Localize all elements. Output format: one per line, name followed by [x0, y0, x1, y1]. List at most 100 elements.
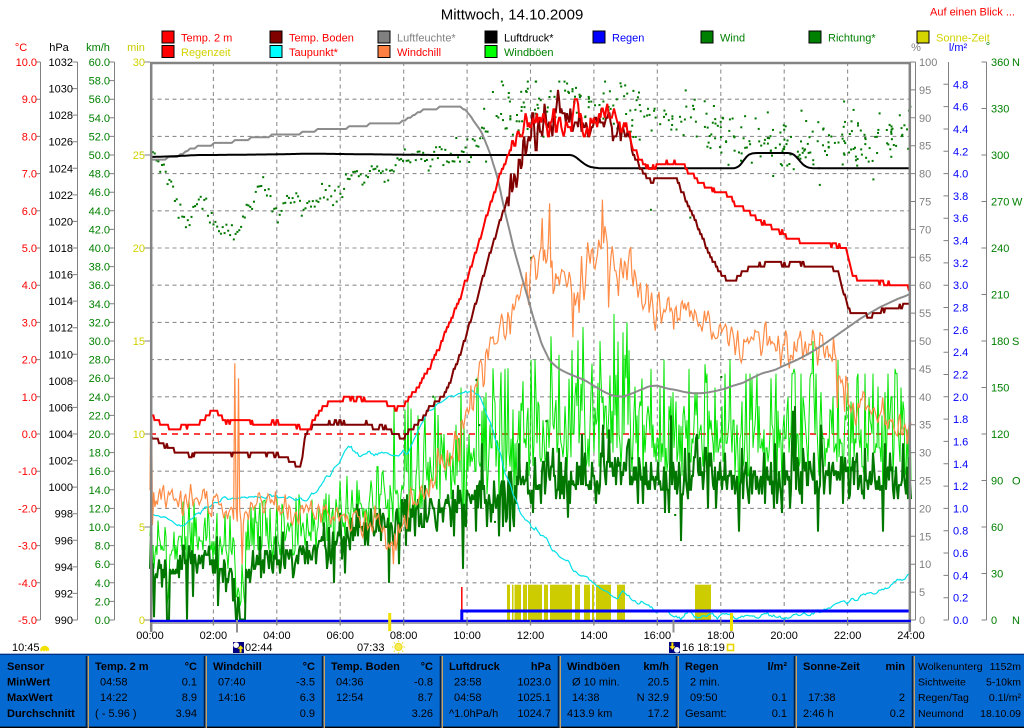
svg-text:07:40: 07:40: [218, 677, 246, 689]
svg-text:6.0: 6.0: [22, 206, 37, 218]
svg-text:02:44: 02:44: [245, 642, 273, 654]
svg-text:4.0: 4.0: [953, 169, 968, 181]
svg-text:l/m²: l/m²: [767, 661, 787, 673]
svg-text:20.0: 20.0: [89, 429, 110, 441]
svg-text:1014: 1014: [49, 296, 73, 308]
svg-text:Temp. 2 m: Temp. 2 m: [95, 661, 149, 673]
svg-text:-3.0: -3.0: [18, 541, 37, 553]
svg-text:Windböen: Windböen: [504, 47, 554, 59]
svg-text:Temp. Boden: Temp. Boden: [331, 661, 400, 673]
svg-text:8.9: 8.9: [182, 692, 197, 704]
svg-text:10:45: 10:45: [12, 642, 40, 654]
svg-text:5-10km: 5-10km: [986, 677, 1021, 689]
svg-text:3.6: 3.6: [953, 213, 968, 225]
svg-text:58.0: 58.0: [89, 76, 110, 88]
svg-text:0: 0: [991, 615, 997, 627]
svg-text:150: 150: [991, 383, 1009, 395]
svg-text:Regenzeit: Regenzeit: [181, 47, 231, 59]
svg-text:08:00: 08:00: [390, 630, 418, 642]
svg-text:0.9: 0.9: [300, 708, 315, 720]
svg-text:2.6: 2.6: [953, 325, 968, 337]
svg-text:270: 270: [991, 197, 1009, 209]
svg-text:1020: 1020: [49, 216, 73, 228]
svg-text:8.0: 8.0: [95, 541, 110, 553]
svg-text:1.0: 1.0: [953, 503, 968, 515]
svg-text:1.2: 1.2: [953, 481, 968, 493]
svg-text:S: S: [1012, 336, 1019, 348]
svg-text:1025.1: 1025.1: [517, 692, 551, 704]
svg-text:54.0: 54.0: [89, 113, 110, 125]
svg-text:38.0: 38.0: [89, 262, 110, 274]
svg-text:10: 10: [919, 559, 931, 571]
svg-text:1.6: 1.6: [953, 436, 968, 448]
svg-text:100: 100: [919, 57, 937, 69]
svg-text:46.0: 46.0: [89, 187, 110, 199]
svg-text:3.0: 3.0: [22, 317, 37, 329]
svg-text:hPa: hPa: [49, 42, 69, 54]
svg-text:7.0: 7.0: [22, 169, 37, 181]
svg-text:4.8: 4.8: [953, 79, 968, 91]
svg-text:85: 85: [919, 141, 931, 153]
svg-text:5: 5: [139, 522, 145, 534]
svg-text:330: 330: [991, 104, 1009, 116]
svg-text:22.0: 22.0: [89, 410, 110, 422]
svg-text:Regen: Regen: [685, 661, 719, 673]
svg-text:15: 15: [919, 531, 931, 543]
svg-text:25: 25: [133, 150, 145, 162]
svg-text:%: %: [911, 42, 921, 54]
svg-text:0.1l/m²: 0.1l/m²: [989, 692, 1022, 704]
svg-text:km/h: km/h: [643, 661, 669, 673]
svg-text:40.0: 40.0: [89, 243, 110, 255]
svg-text:Richtung*: Richtung*: [828, 33, 876, 45]
svg-text:Gesamt:: Gesamt:: [685, 708, 727, 720]
svg-text:°C: °C: [421, 661, 433, 673]
svg-text:70: 70: [919, 224, 931, 236]
svg-text:8.7: 8.7: [418, 692, 433, 704]
svg-text:20: 20: [133, 243, 145, 255]
svg-text:1004: 1004: [49, 429, 73, 441]
svg-text:1023.0: 1023.0: [517, 677, 551, 689]
svg-text:34.0: 34.0: [89, 299, 110, 311]
svg-text:4.2: 4.2: [953, 146, 968, 158]
svg-text:5.0: 5.0: [22, 243, 37, 255]
svg-text:14:16: 14:16: [218, 692, 246, 704]
svg-text:Taupunkt*: Taupunkt*: [289, 47, 339, 59]
svg-text:60.0: 60.0: [89, 57, 110, 69]
svg-text:0.1: 0.1: [772, 692, 787, 704]
svg-text:28.0: 28.0: [89, 355, 110, 367]
svg-text:24:00: 24:00: [897, 630, 925, 642]
svg-text:00:00: 00:00: [136, 630, 164, 642]
svg-text:95: 95: [919, 85, 931, 97]
svg-text:4.6: 4.6: [953, 102, 968, 114]
svg-text:996: 996: [55, 535, 73, 547]
svg-text:14:22: 14:22: [100, 692, 128, 704]
svg-text:2: 2: [899, 692, 905, 704]
svg-text:30: 30: [133, 57, 145, 69]
svg-text:0.0: 0.0: [22, 429, 37, 441]
svg-text:1016: 1016: [49, 270, 73, 282]
svg-text:50.0: 50.0: [89, 150, 110, 162]
svg-text:50: 50: [919, 336, 931, 348]
svg-text:1030: 1030: [49, 84, 73, 96]
svg-text:MaxWert: MaxWert: [7, 692, 53, 704]
svg-text:4.0: 4.0: [95, 578, 110, 590]
svg-text:0.1: 0.1: [182, 677, 197, 689]
svg-text:Auf einen Blick ...: Auf einen Blick ...: [930, 7, 1015, 19]
svg-text:O: O: [1012, 476, 1021, 488]
svg-text:25: 25: [919, 476, 931, 488]
svg-text:36.0: 36.0: [89, 280, 110, 292]
svg-text:20: 20: [919, 503, 931, 515]
svg-text:3.0: 3.0: [953, 280, 968, 292]
svg-text:1024: 1024: [49, 163, 73, 175]
svg-text:14:00: 14:00: [580, 630, 608, 642]
svg-text:Wolkenunterg: Wolkenunterg: [918, 661, 983, 673]
svg-text:1022: 1022: [49, 190, 73, 202]
svg-text:0.4: 0.4: [953, 570, 968, 582]
svg-text:55: 55: [919, 308, 931, 320]
svg-text:W: W: [1012, 197, 1023, 209]
svg-text:-1.0: -1.0: [18, 466, 37, 478]
svg-text:Luftfeuchte*: Luftfeuchte*: [397, 33, 456, 45]
svg-text:°: °: [986, 41, 990, 53]
svg-text:12:00: 12:00: [517, 630, 545, 642]
svg-text:990: 990: [55, 615, 73, 627]
